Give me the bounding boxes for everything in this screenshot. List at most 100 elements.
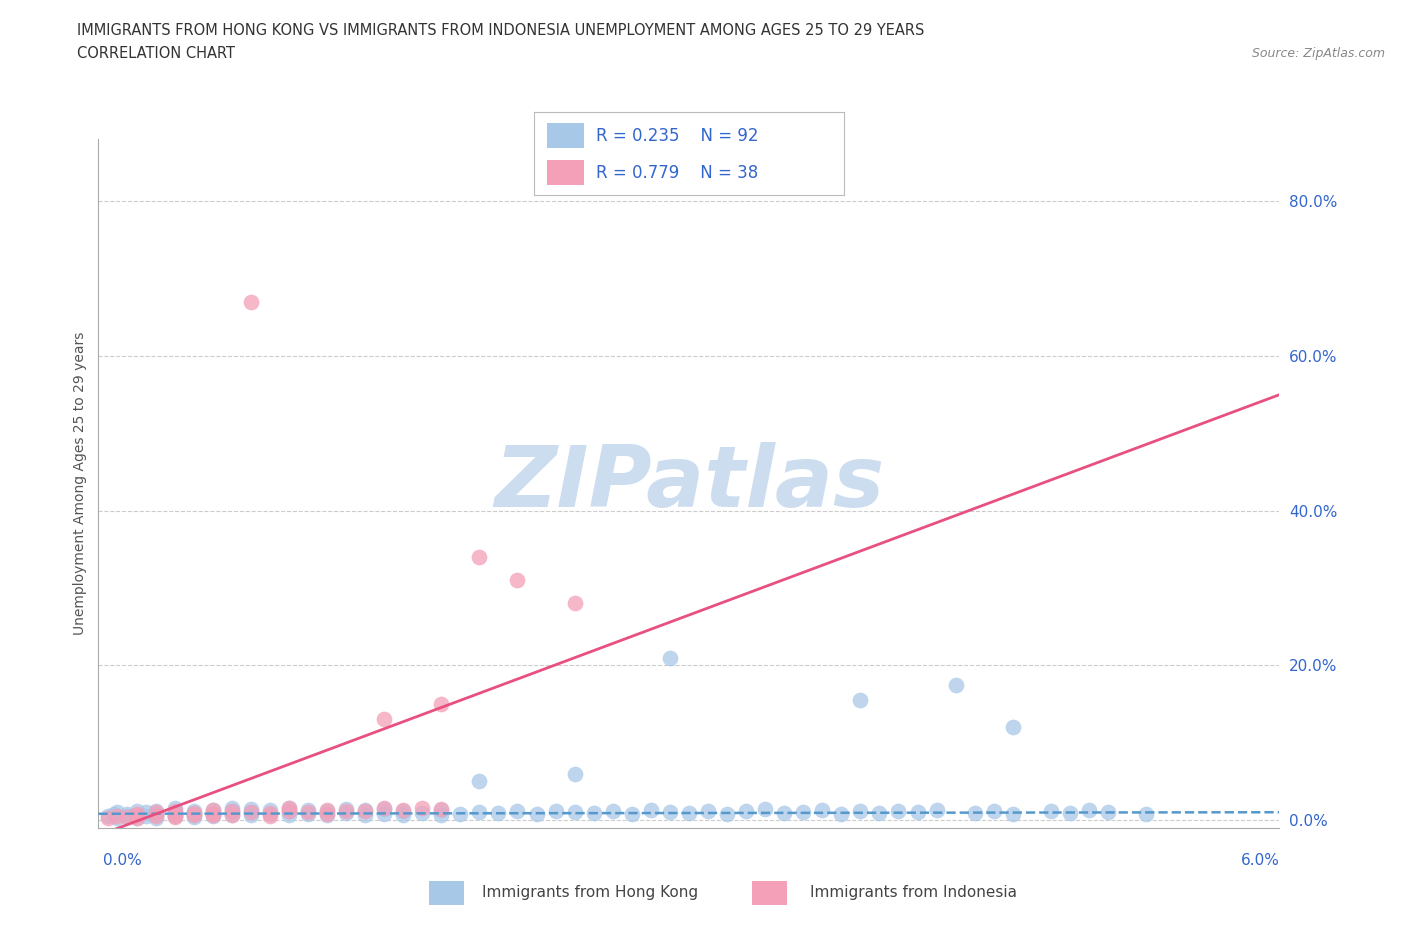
Text: Immigrants from Indonesia: Immigrants from Indonesia	[810, 885, 1018, 900]
Point	[754, 802, 776, 817]
Point	[849, 693, 872, 708]
Point	[468, 804, 491, 819]
Point	[201, 803, 224, 817]
Point	[1001, 806, 1024, 821]
Point	[239, 295, 262, 310]
Point	[125, 806, 148, 821]
Point	[658, 804, 681, 819]
Point	[277, 808, 299, 823]
Point	[658, 650, 681, 665]
Point	[221, 807, 243, 822]
Point	[183, 808, 205, 823]
FancyBboxPatch shape	[547, 124, 583, 149]
Point	[506, 573, 529, 588]
Point	[239, 804, 262, 819]
Point	[107, 804, 129, 819]
Point	[963, 805, 986, 820]
Point	[145, 804, 167, 819]
Point	[449, 806, 471, 821]
Point	[115, 806, 138, 821]
Point	[811, 803, 834, 817]
Point	[392, 803, 415, 817]
Point	[259, 809, 281, 824]
Point	[907, 804, 929, 819]
Text: CORRELATION CHART: CORRELATION CHART	[77, 46, 235, 61]
Point	[564, 596, 586, 611]
Point	[135, 804, 157, 819]
Point	[201, 809, 224, 824]
Point	[163, 809, 186, 824]
Text: Source: ZipAtlas.com: Source: ZipAtlas.com	[1251, 46, 1385, 60]
Point	[488, 805, 510, 820]
Point	[544, 804, 567, 818]
Point	[564, 766, 586, 781]
Point	[1059, 805, 1081, 820]
Y-axis label: Unemployment Among Ages 25 to 29 years: Unemployment Among Ages 25 to 29 years	[73, 332, 87, 635]
Point	[678, 805, 700, 820]
Point	[201, 806, 224, 821]
Point	[1097, 804, 1119, 819]
Point	[107, 810, 129, 825]
Point	[868, 805, 890, 820]
Point	[221, 804, 243, 819]
Point	[163, 809, 186, 824]
Point	[135, 809, 157, 824]
Point	[163, 807, 186, 822]
Point	[335, 802, 357, 817]
Point	[145, 806, 167, 821]
Text: Immigrants from Hong Kong: Immigrants from Hong Kong	[482, 885, 699, 900]
Point	[145, 808, 167, 823]
Point	[145, 804, 167, 818]
Point	[183, 805, 205, 820]
Point	[468, 774, 491, 789]
Point	[125, 810, 148, 825]
Point	[145, 810, 167, 825]
Point	[277, 804, 299, 819]
Point	[373, 801, 395, 816]
Point	[316, 803, 339, 817]
Point	[983, 804, 1005, 818]
Text: IMMIGRANTS FROM HONG KONG VS IMMIGRANTS FROM INDONESIA UNEMPLOYMENT AMONG AGES 2: IMMIGRANTS FROM HONG KONG VS IMMIGRANTS …	[77, 23, 925, 38]
Point	[239, 804, 262, 819]
Point	[115, 809, 138, 824]
Point	[163, 801, 186, 816]
Point	[163, 807, 186, 822]
Text: R = 0.779    N = 38: R = 0.779 N = 38	[596, 164, 758, 181]
Point	[316, 806, 339, 821]
Point	[411, 805, 433, 820]
Point	[430, 807, 453, 822]
Point	[1135, 806, 1157, 821]
Point	[259, 806, 281, 821]
Point	[830, 806, 852, 821]
Point	[430, 802, 453, 817]
Point	[1001, 720, 1024, 735]
Point	[297, 804, 319, 819]
Point	[354, 807, 377, 822]
Point	[221, 804, 243, 819]
Point	[735, 804, 758, 819]
Point	[277, 801, 299, 816]
Point	[620, 806, 643, 821]
Point	[411, 800, 433, 815]
Point	[259, 803, 281, 817]
Point	[792, 804, 814, 819]
Point	[183, 805, 205, 820]
Point	[125, 807, 148, 822]
Point	[183, 808, 205, 823]
Point	[125, 808, 148, 823]
Point	[849, 804, 872, 818]
Point	[297, 803, 319, 817]
Point	[430, 803, 453, 817]
Point	[221, 801, 243, 816]
Point	[221, 807, 243, 822]
Point	[201, 807, 224, 822]
Point	[582, 805, 605, 820]
Point	[373, 806, 395, 821]
Text: 0.0%: 0.0%	[103, 853, 142, 868]
Point	[335, 804, 357, 818]
Point	[354, 803, 377, 817]
Point	[163, 804, 186, 818]
Text: 6.0%: 6.0%	[1240, 853, 1279, 868]
Point	[201, 806, 224, 821]
Point	[163, 804, 186, 819]
